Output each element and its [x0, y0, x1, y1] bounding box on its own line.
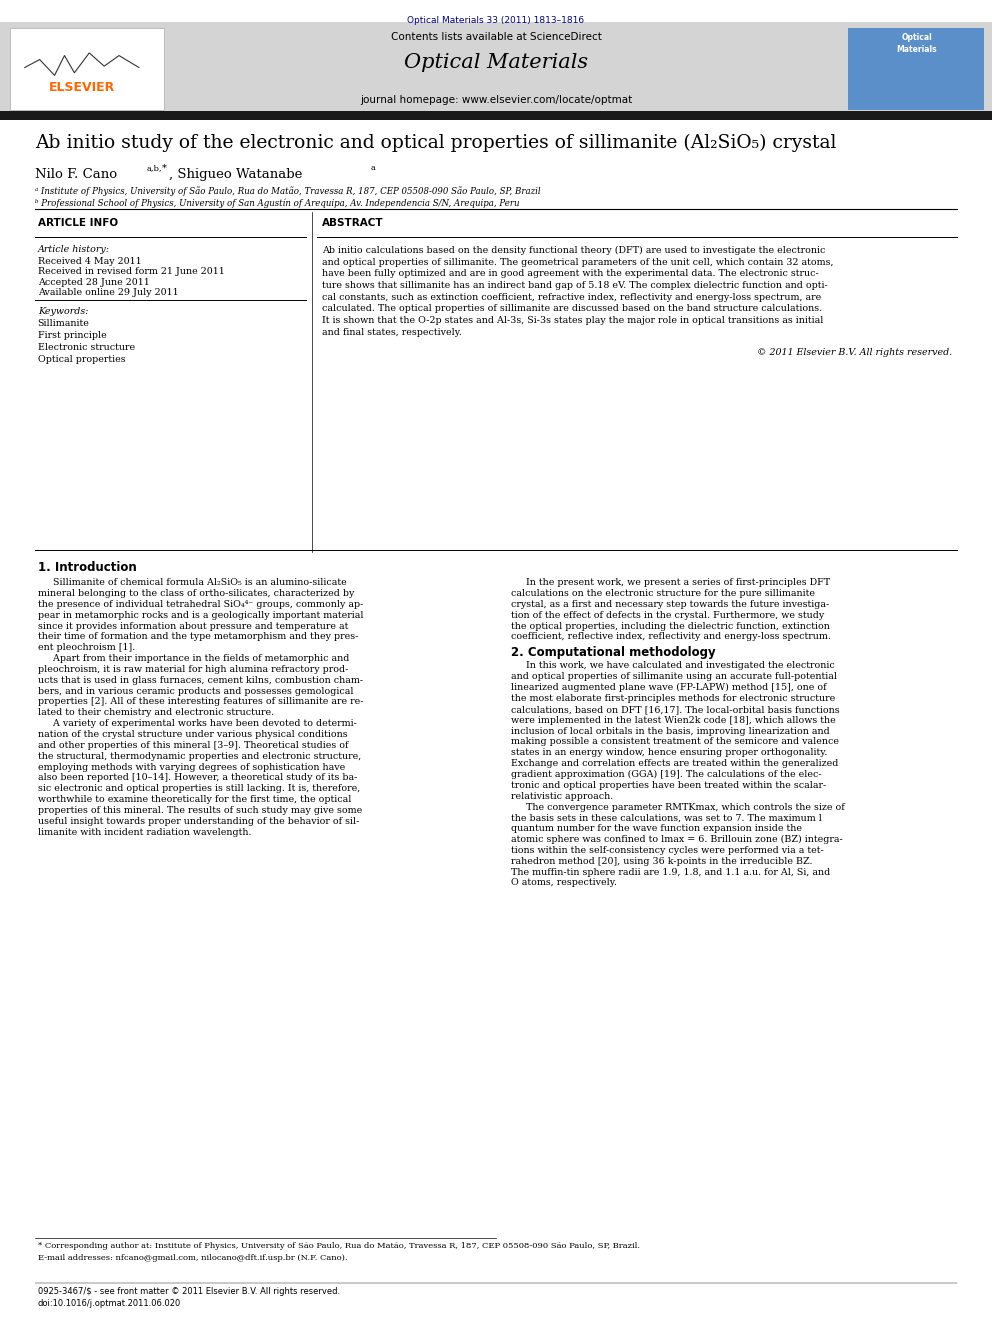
Text: tions within the self-consistency cycles were performed via a tet-: tions within the self-consistency cycles…: [511, 845, 823, 855]
Text: calculated. The optical properties of sillimanite are discussed based on the ban: calculated. The optical properties of si…: [322, 304, 822, 314]
Text: Contents lists available at ScienceDirect: Contents lists available at ScienceDirec…: [391, 32, 601, 42]
Bar: [10, 28, 164, 110]
Text: Materials: Materials: [897, 45, 936, 54]
Text: the optical properties, including the dielectric function, extinction: the optical properties, including the di…: [511, 622, 829, 631]
Text: relativistic approach.: relativistic approach.: [511, 791, 613, 800]
Text: ucts that is used in glass furnaces, cement kilns, combustion cham-: ucts that is used in glass furnaces, cem…: [38, 676, 363, 685]
Text: worthwhile to examine theoretically for the first time, the optical: worthwhile to examine theoretically for …: [38, 795, 351, 804]
Text: calculations on the electronic structure for the pure sillimanite: calculations on the electronic structure…: [511, 589, 814, 598]
Text: First principle: First principle: [38, 331, 106, 340]
Text: employing methods with varying degrees of sophistication have: employing methods with varying degrees o…: [38, 762, 345, 771]
Bar: [848, 28, 984, 110]
Text: and optical properties of sillimanite. The geometrical parameters of the unit ce: and optical properties of sillimanite. T…: [322, 258, 834, 267]
Text: their time of formation and the type metamorphism and they pres-: their time of formation and the type met…: [38, 632, 358, 642]
Text: Exchange and correlation effects are treated within the generalized: Exchange and correlation effects are tre…: [511, 759, 838, 769]
Text: the most elaborate first-principles methods for electronic structure: the most elaborate first-principles meth…: [511, 695, 835, 703]
Text: The muffin-tin sphere radii are 1.9, 1.8, and 1.1 a.u. for Al, Si, and: The muffin-tin sphere radii are 1.9, 1.8…: [511, 868, 830, 877]
Text: Sillimanite: Sillimanite: [38, 319, 89, 328]
Text: calculations, based on DFT [16,17]. The local-orbital basis functions: calculations, based on DFT [16,17]. The …: [511, 705, 839, 714]
Text: tion of the effect of defects in the crystal. Furthermore, we study: tion of the effect of defects in the cry…: [511, 611, 824, 619]
Text: the structural, thermodynamic properties and electronic structure,: the structural, thermodynamic properties…: [38, 751, 361, 761]
Text: Accepted 28 June 2011: Accepted 28 June 2011: [38, 278, 150, 287]
Text: the presence of individual tetrahedral SiO₄⁴⁻ groups, commonly ap-: the presence of individual tetrahedral S…: [38, 599, 363, 609]
Text: pear in metamorphic rocks and is a geologically important material: pear in metamorphic rocks and is a geolo…: [38, 611, 363, 619]
Text: The convergence parameter RMTKmax, which controls the size of: The convergence parameter RMTKmax, which…: [511, 803, 844, 811]
Text: nation of the crystal structure under various physical conditions: nation of the crystal structure under va…: [38, 730, 347, 740]
Text: 0925-3467/$ - see front matter © 2011 Elsevier B.V. All rights reserved.: 0925-3467/$ - see front matter © 2011 El…: [38, 1287, 340, 1297]
Text: E-mail addresses: nfcano@gmail.com, nilocano@dft.if.usp.br (N.F. Cano).: E-mail addresses: nfcano@gmail.com, nilo…: [38, 1254, 347, 1262]
Text: since it provides information about pressure and temperature at: since it provides information about pres…: [38, 622, 348, 631]
Text: ᵃ Institute of Physics, University of São Paulo, Rua do Matão, Travessa R, 187, : ᵃ Institute of Physics, University of Sã…: [35, 187, 541, 196]
Text: Available online 29 July 2011: Available online 29 July 2011: [38, 288, 179, 298]
Text: a,b,: a,b,: [147, 164, 163, 172]
Text: It is shown that the O-2p states and Al-3s, Si-3s states play the major role in : It is shown that the O-2p states and Al-…: [322, 316, 823, 325]
Text: coefficient, reflective index, reflectivity and energy-loss spectrum.: coefficient, reflective index, reflectiv…: [511, 632, 830, 642]
Text: crystal, as a first and necessary step towards the future investiga-: crystal, as a first and necessary step t…: [511, 599, 829, 609]
Text: ELSEVIER: ELSEVIER: [50, 81, 115, 94]
Text: doi:10.1016/j.optmat.2011.06.020: doi:10.1016/j.optmat.2011.06.020: [38, 1299, 181, 1308]
Text: *: *: [162, 164, 167, 173]
Text: and other properties of this mineral [3–9]. Theoretical studies of: and other properties of this mineral [3–…: [38, 741, 348, 750]
Text: © 2011 Elsevier B.V. All rights reserved.: © 2011 Elsevier B.V. All rights reserved…: [757, 348, 952, 357]
Text: useful insight towards proper understanding of the behavior of sil-: useful insight towards proper understand…: [38, 816, 359, 826]
Text: also been reported [10–14]. However, a theoretical study of its ba-: also been reported [10–14]. However, a t…: [38, 774, 357, 782]
Text: were implemented in the latest Wien2k code [18], which allows the: were implemented in the latest Wien2k co…: [511, 716, 835, 725]
Text: rahedron method [20], using 36 k-points in the irreducible BZ.: rahedron method [20], using 36 k-points …: [511, 857, 812, 865]
Text: Received in revised form 21 June 2011: Received in revised form 21 June 2011: [38, 267, 224, 277]
Text: have been fully optimized and are in good agreement with the experimental data. : have been fully optimized and are in goo…: [322, 270, 819, 278]
Text: Keywords:: Keywords:: [38, 307, 88, 316]
Text: cal constants, such as extinction coefficient, refractive index, reflectivity an: cal constants, such as extinction coeffi…: [322, 292, 821, 302]
Text: mineral belonging to the class of ortho-silicates, characterized by: mineral belonging to the class of ortho-…: [38, 589, 354, 598]
Text: pleochroism, it is raw material for high alumina refractory prod-: pleochroism, it is raw material for high…: [38, 665, 348, 673]
Text: Article history:: Article history:: [38, 245, 110, 254]
Text: In this work, we have calculated and investigated the electronic: In this work, we have calculated and inv…: [511, 662, 834, 671]
Text: O atoms, respectively.: O atoms, respectively.: [511, 878, 617, 888]
Text: Optical: Optical: [902, 33, 931, 42]
Text: ent pleochroism [1].: ent pleochroism [1].: [38, 643, 135, 652]
Text: ABSTRACT: ABSTRACT: [322, 218, 384, 229]
Text: Sillimanite of chemical formula Al₂SiO₅ is an alumino-silicate: Sillimanite of chemical formula Al₂SiO₅ …: [38, 578, 346, 587]
Text: atomic sphere was confined to lmax = 6. Brillouin zone (BZ) integra-: atomic sphere was confined to lmax = 6. …: [511, 835, 842, 844]
Text: gradient approximation (GGA) [19]. The calculations of the elec-: gradient approximation (GGA) [19]. The c…: [511, 770, 821, 779]
Text: properties [2]. All of these interesting features of sillimanite are re-: properties [2]. All of these interesting…: [38, 697, 363, 706]
Text: inclusion of local orbitals in the basis, improving linearization and: inclusion of local orbitals in the basis…: [511, 726, 829, 736]
Text: Received 4 May 2011: Received 4 May 2011: [38, 257, 141, 266]
Text: Optical Materials: Optical Materials: [404, 53, 588, 71]
Text: quantum number for the wave function expansion inside the: quantum number for the wave function exp…: [511, 824, 802, 833]
Text: Optical Materials 33 (2011) 1813–1816: Optical Materials 33 (2011) 1813–1816: [408, 16, 584, 25]
Text: lated to their chemistry and electronic structure.: lated to their chemistry and electronic …: [38, 708, 274, 717]
Text: ᵇ Professional School of Physics, University of San Agustín of Arequipa, Av. Ind: ᵇ Professional School of Physics, Univer…: [35, 198, 519, 208]
Text: sic electronic and optical properties is still lacking. It is, therefore,: sic electronic and optical properties is…: [38, 785, 360, 794]
Text: Optical properties: Optical properties: [38, 355, 125, 364]
Text: ARTICLE INFO: ARTICLE INFO: [38, 218, 118, 229]
Bar: [0, 111, 992, 120]
Text: ture shows that sillimanite has an indirect band gap of 5.18 eV. The complex die: ture shows that sillimanite has an indir…: [322, 280, 828, 290]
Text: linearized augmented plane wave (FP-LAPW) method [15], one of: linearized augmented plane wave (FP-LAPW…: [511, 683, 826, 692]
Text: Ab initio calculations based on the density functional theory (DFT) are used to : Ab initio calculations based on the dens…: [322, 246, 825, 255]
Text: 1. Introduction: 1. Introduction: [38, 561, 137, 574]
Text: tronic and optical properties have been treated within the scalar-: tronic and optical properties have been …: [511, 781, 826, 790]
Text: Apart from their importance in the fields of metamorphic and: Apart from their importance in the field…: [38, 654, 349, 663]
Text: 2. Computational methodology: 2. Computational methodology: [511, 646, 715, 659]
Text: Electronic structure: Electronic structure: [38, 343, 135, 352]
Text: In the present work, we present a series of first-principles DFT: In the present work, we present a series…: [511, 578, 830, 587]
Text: , Shigueo Watanabe: , Shigueo Watanabe: [169, 168, 302, 181]
Text: and final states, respectively.: and final states, respectively.: [322, 328, 462, 336]
Text: and optical properties of sillimanite using an accurate full-potential: and optical properties of sillimanite us…: [511, 672, 837, 681]
Text: Ab initio study of the electronic and optical properties of sillimanite (Al₂SiO₅: Ab initio study of the electronic and op…: [35, 134, 836, 152]
Text: bers, and in various ceramic products and possesses gemological: bers, and in various ceramic products an…: [38, 687, 353, 696]
Text: states in an energy window, hence ensuring proper orthogonality.: states in an energy window, hence ensuri…: [511, 749, 827, 757]
Text: a: a: [371, 164, 376, 172]
Text: Nilo F. Cano: Nilo F. Cano: [35, 168, 117, 181]
Text: * Corresponding author at: Institute of Physics, University of São Paulo, Rua do: * Corresponding author at: Institute of …: [38, 1242, 640, 1250]
Text: limanite with incident radiation wavelength.: limanite with incident radiation wavelen…: [38, 828, 251, 836]
Text: making possible a consistent treatment of the semicore and valence: making possible a consistent treatment o…: [511, 737, 839, 746]
Text: the basis sets in these calculations, was set to 7. The maximum l: the basis sets in these calculations, wa…: [511, 814, 821, 823]
Text: properties of this mineral. The results of such study may give some: properties of this mineral. The results …: [38, 806, 362, 815]
Bar: [0, 22, 992, 112]
Text: journal homepage: www.elsevier.com/locate/optmat: journal homepage: www.elsevier.com/locat…: [360, 95, 632, 106]
Text: A variety of experimental works have been devoted to determi-: A variety of experimental works have bee…: [38, 720, 356, 728]
